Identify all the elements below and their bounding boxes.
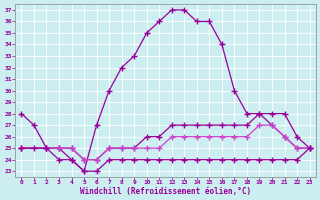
X-axis label: Windchill (Refroidissement éolien,°C): Windchill (Refroidissement éolien,°C)	[80, 187, 251, 196]
